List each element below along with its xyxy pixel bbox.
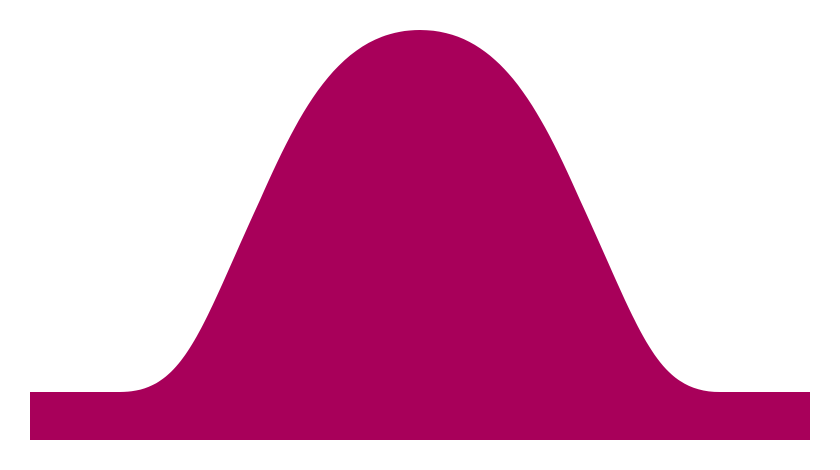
bell-curve-shape xyxy=(30,30,810,440)
